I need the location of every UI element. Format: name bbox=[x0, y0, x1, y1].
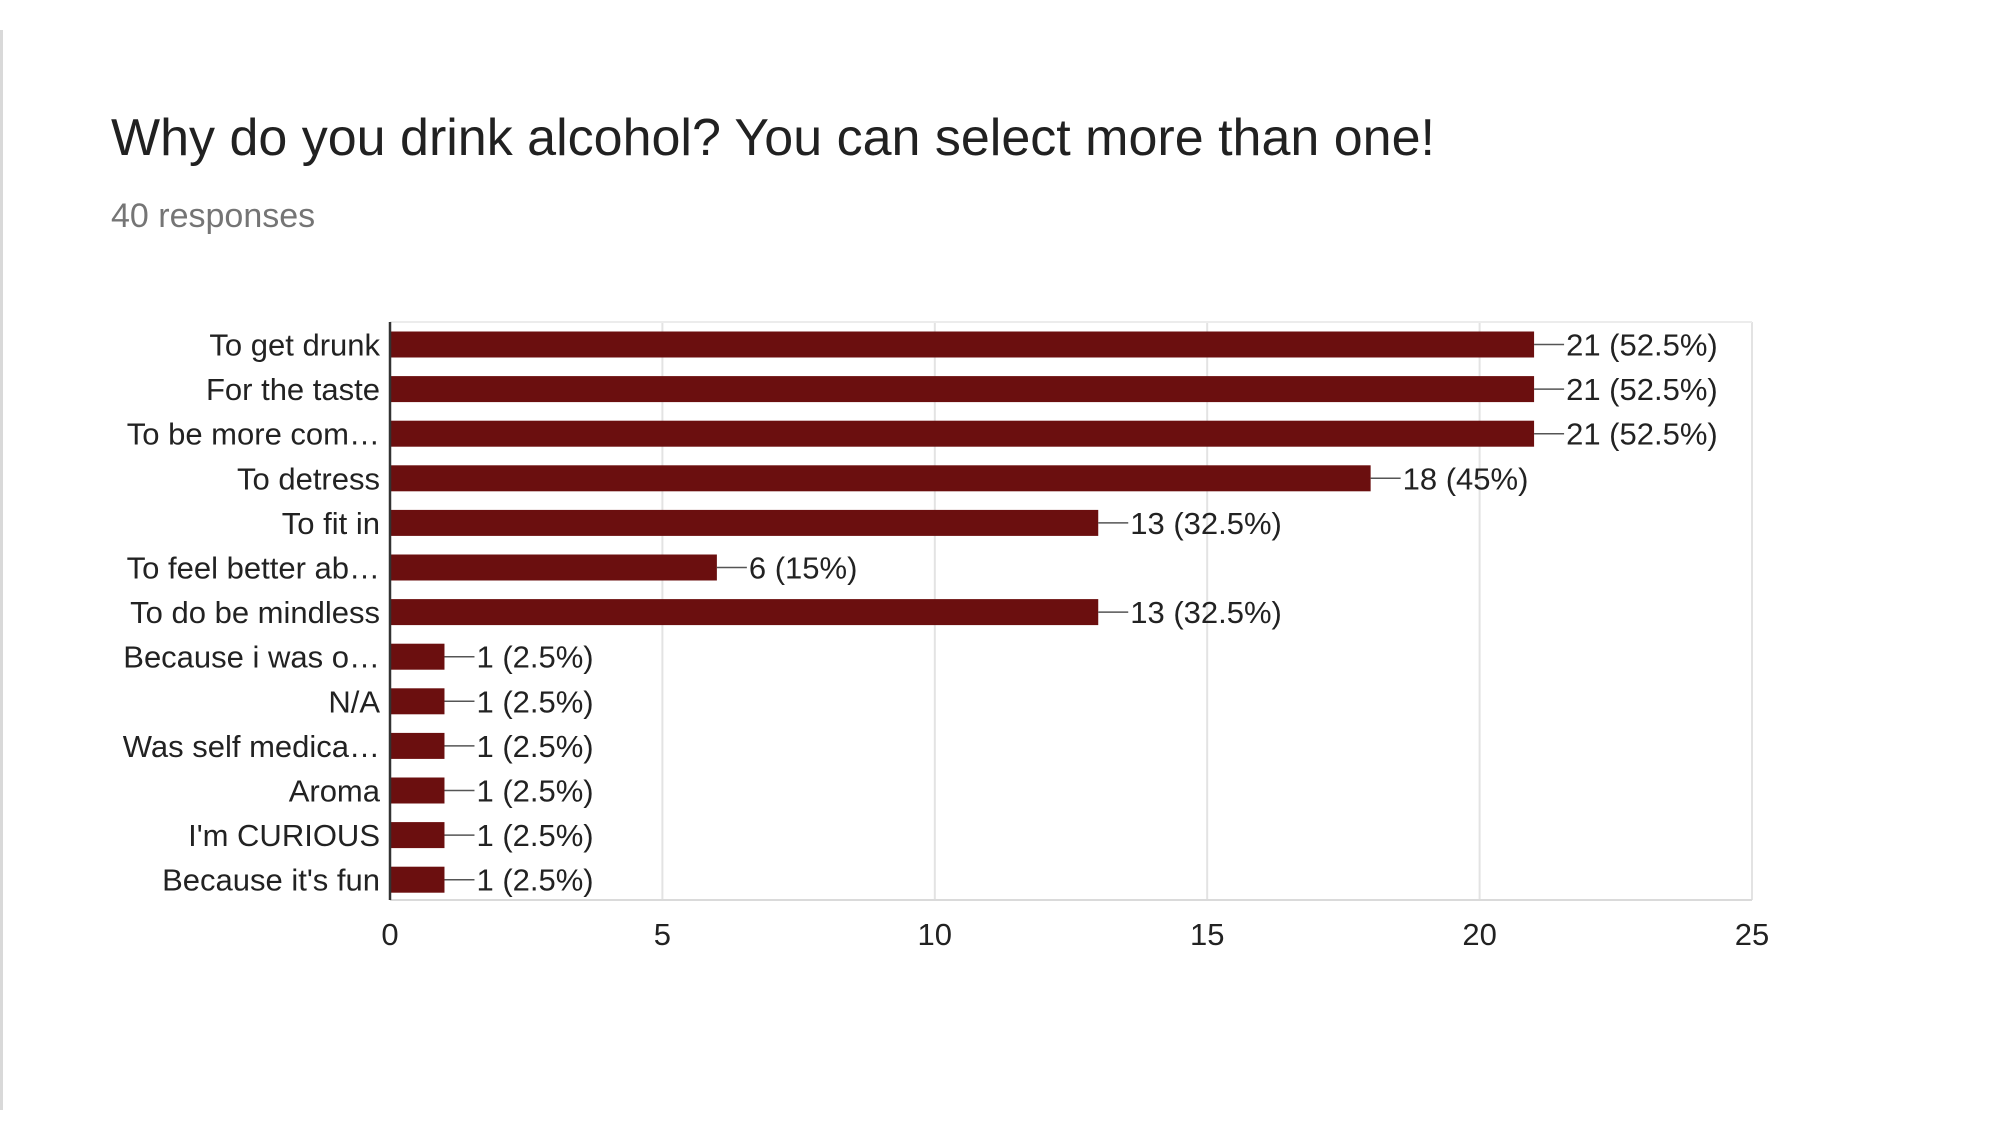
bar bbox=[390, 331, 1535, 358]
bars bbox=[390, 331, 1535, 893]
question-title: Why do you drink alcohol? You can select… bbox=[111, 109, 1435, 167]
category-label: To detress bbox=[237, 461, 380, 496]
left-border bbox=[0, 30, 3, 1110]
category-label: To fit in bbox=[282, 506, 380, 541]
response-count: 40 responses bbox=[111, 197, 316, 235]
category-label: Was self medica… bbox=[123, 729, 380, 764]
bar bbox=[390, 822, 445, 849]
data-label: 13 (32.5%) bbox=[1130, 506, 1282, 541]
data-label: 1 (2.5%) bbox=[476, 729, 593, 764]
x-tick-label: 10 bbox=[918, 917, 952, 952]
bar bbox=[390, 420, 1535, 447]
data-label: 6 (15%) bbox=[749, 551, 858, 586]
category-label: Because i was o… bbox=[123, 640, 380, 675]
bar bbox=[390, 732, 445, 759]
category-label: Aroma bbox=[289, 774, 381, 809]
bar bbox=[390, 688, 445, 715]
category-label: N/A bbox=[328, 684, 380, 719]
x-tick-label: 5 bbox=[654, 917, 671, 952]
bar bbox=[390, 777, 445, 804]
data-label: 13 (32.5%) bbox=[1130, 595, 1282, 630]
bar bbox=[390, 376, 1535, 403]
x-tick-label: 15 bbox=[1190, 917, 1224, 952]
category-label: I'm CURIOUS bbox=[188, 818, 380, 853]
bar bbox=[390, 465, 1371, 492]
data-label: 1 (2.5%) bbox=[476, 863, 593, 898]
data-label: 21 (52.5%) bbox=[1566, 328, 1718, 363]
labels: To get drunk 21 (52.5%) For the taste 21 (5… bbox=[123, 328, 1718, 898]
data-label: 21 (52.5%) bbox=[1566, 417, 1718, 452]
x-tick-label: 0 bbox=[381, 917, 398, 952]
x-tick-label: 25 bbox=[1735, 917, 1769, 952]
category-label: To do be mindless bbox=[130, 595, 380, 630]
category-label: To be more com… bbox=[127, 417, 380, 452]
data-label: 18 (45%) bbox=[1403, 461, 1529, 496]
category-label: Because it's fun bbox=[162, 863, 380, 898]
data-label: 1 (2.5%) bbox=[476, 774, 593, 809]
category-label: To feel better ab… bbox=[127, 551, 380, 586]
axes: 0 5 10 15 20 25 bbox=[381, 322, 1769, 952]
data-label: 1 (2.5%) bbox=[476, 684, 593, 719]
bar bbox=[390, 509, 1099, 536]
grid-lines bbox=[390, 321, 1753, 901]
bar bbox=[390, 599, 1099, 626]
data-label: 1 (2.5%) bbox=[476, 640, 593, 675]
category-label: To get drunk bbox=[209, 328, 380, 363]
category-label: For the taste bbox=[206, 372, 380, 407]
bar bbox=[390, 643, 445, 670]
bar bbox=[390, 866, 445, 893]
bar bbox=[390, 554, 717, 581]
x-tick-label: 20 bbox=[1462, 917, 1496, 952]
data-label: 1 (2.5%) bbox=[476, 818, 593, 853]
data-label: 21 (52.5%) bbox=[1566, 372, 1718, 407]
